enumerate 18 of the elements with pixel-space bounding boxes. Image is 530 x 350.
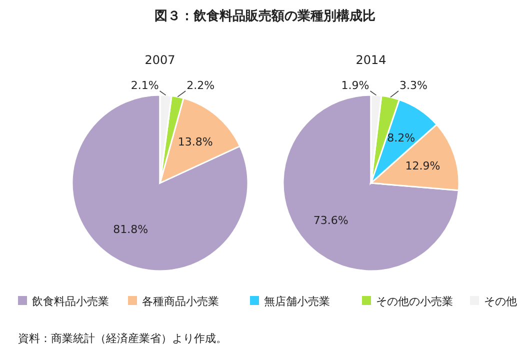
data-label: 12.9% xyxy=(405,160,440,173)
data-label: 3.3% xyxy=(399,79,428,92)
legend-label: その他の小売業 xyxy=(376,295,453,308)
data-label: 8.2% xyxy=(387,132,416,145)
legend-label: 飲食料品小売業 xyxy=(32,295,109,308)
data-label: 1.9% xyxy=(341,79,370,92)
text: 資料：商業統計（経済産業省）より作成。 xyxy=(18,332,227,345)
data-label: 13.8% xyxy=(178,135,213,148)
slice-label: 2007 xyxy=(144,53,176,67)
chart-title: 図３：飲食料品販売額の業種別構成比 xyxy=(154,8,376,24)
data-label: 2.2% xyxy=(186,79,215,92)
data-label: 81.8% xyxy=(113,222,148,236)
legend-label: その他 xyxy=(484,295,517,308)
data-label: 2.1% xyxy=(130,79,159,92)
data-label: 73.6% xyxy=(313,214,348,227)
slice-label: 2014 xyxy=(356,53,386,67)
legend-label: 各種商品小売業 xyxy=(142,295,219,308)
legend-label: 無店舗小売業 xyxy=(264,295,330,308)
